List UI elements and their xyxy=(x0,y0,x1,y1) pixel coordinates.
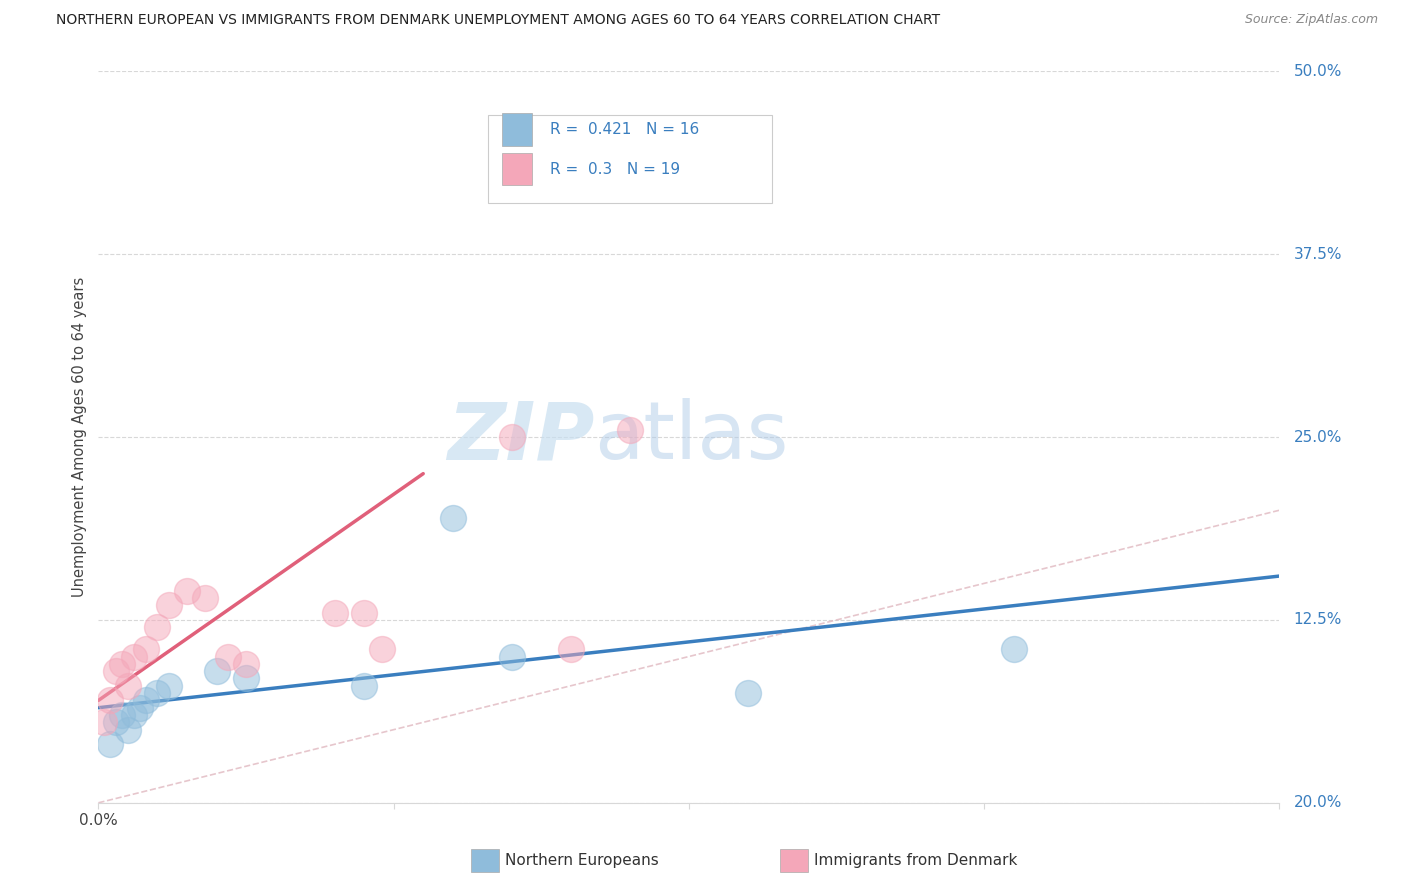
Point xyxy=(560,642,582,657)
Point xyxy=(122,649,145,664)
Point xyxy=(235,657,257,671)
Text: NORTHERN EUROPEAN VS IMMIGRANTS FROM DENMARK UNEMPLOYMENT AMONG AGES 60 TO 64 YE: NORTHERN EUROPEAN VS IMMIGRANTS FROM DEN… xyxy=(56,13,941,28)
Text: 20.0%: 20.0% xyxy=(1294,796,1341,810)
FancyBboxPatch shape xyxy=(502,153,531,186)
Text: Northern Europeans: Northern Europeans xyxy=(505,854,658,868)
Point xyxy=(205,664,228,678)
Text: R =  0.421   N = 16: R = 0.421 N = 16 xyxy=(550,122,699,137)
FancyBboxPatch shape xyxy=(502,113,531,146)
Text: 12.5%: 12.5% xyxy=(1294,613,1341,627)
Point xyxy=(501,430,523,444)
Text: atlas: atlas xyxy=(595,398,789,476)
Y-axis label: Unemployment Among Ages 60 to 64 years: Unemployment Among Ages 60 to 64 years xyxy=(72,277,87,598)
Point xyxy=(111,708,134,723)
Text: 25.0%: 25.0% xyxy=(1294,430,1341,444)
Point xyxy=(176,583,198,598)
Text: Immigrants from Denmark: Immigrants from Denmark xyxy=(814,854,1018,868)
Point xyxy=(157,599,180,613)
Text: 50.0%: 50.0% xyxy=(1294,64,1341,78)
Point xyxy=(128,700,150,714)
Point xyxy=(371,642,394,657)
Point xyxy=(98,693,121,707)
Point xyxy=(146,686,169,700)
Point xyxy=(501,649,523,664)
Point xyxy=(122,708,145,723)
Point xyxy=(217,649,239,664)
Point xyxy=(1002,642,1025,657)
Point xyxy=(235,672,257,686)
Point xyxy=(93,715,115,730)
Point xyxy=(117,679,139,693)
Point xyxy=(737,686,759,700)
Point xyxy=(353,606,375,620)
Point xyxy=(105,715,128,730)
Point xyxy=(146,620,169,634)
Text: R =  0.3   N = 19: R = 0.3 N = 19 xyxy=(550,161,679,177)
Point xyxy=(98,737,121,751)
Text: 37.5%: 37.5% xyxy=(1294,247,1343,261)
Point xyxy=(353,679,375,693)
Point xyxy=(323,606,346,620)
Point xyxy=(194,591,217,605)
Point xyxy=(117,723,139,737)
Point xyxy=(441,510,464,524)
Text: Source: ZipAtlas.com: Source: ZipAtlas.com xyxy=(1244,13,1378,27)
Point xyxy=(111,657,134,671)
Text: ZIP: ZIP xyxy=(447,398,595,476)
Point xyxy=(135,642,157,657)
Point xyxy=(157,679,180,693)
Point xyxy=(135,693,157,707)
Point xyxy=(105,664,128,678)
Point xyxy=(619,423,641,437)
FancyBboxPatch shape xyxy=(488,115,772,203)
